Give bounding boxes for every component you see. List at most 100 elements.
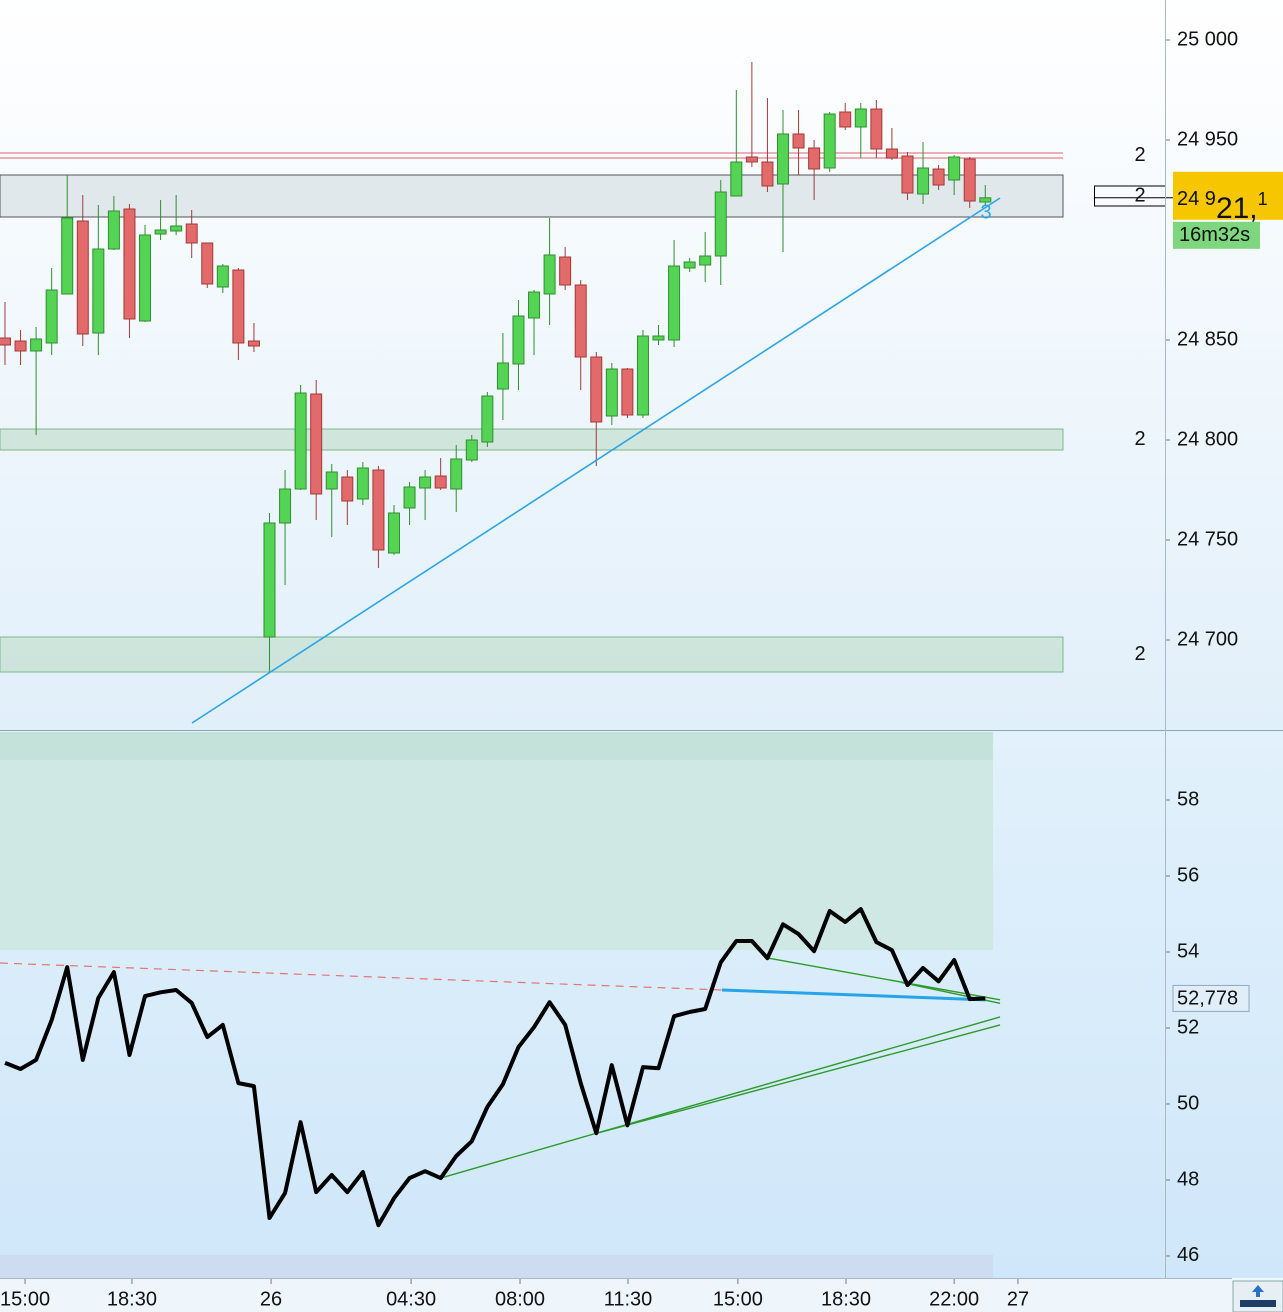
candle-body <box>512 315 525 365</box>
y-tick-label: 48 <box>1177 1168 1199 1190</box>
y-tick-label: 24 850 <box>1177 328 1238 350</box>
candle-body <box>0 337 11 346</box>
candle-body <box>232 269 245 344</box>
candle-body <box>714 191 727 257</box>
y-tick-label: 56 <box>1177 864 1199 886</box>
level-label: 2 <box>1134 144 1145 166</box>
candle-body <box>792 133 805 149</box>
candle-body <box>263 522 276 638</box>
candle-body <box>434 475 447 489</box>
candle-body <box>139 234 152 322</box>
time-axis-bg <box>0 1278 1283 1312</box>
candle-body <box>761 161 774 187</box>
candle-body <box>917 167 930 195</box>
scroll-button[interactable] <box>1232 1280 1283 1312</box>
last-value-box <box>1172 984 1250 1012</box>
y-tick-label: 24 750 <box>1177 528 1238 550</box>
last-price-part: 21, <box>1216 192 1258 225</box>
y-tick-label: 58 <box>1177 788 1199 810</box>
candle-body <box>948 156 961 181</box>
button-arrow <box>1252 1285 1264 1297</box>
last-value-label: 52,778 <box>1177 988 1238 1010</box>
candle-body <box>30 338 43 352</box>
x-tick-label: 04:30 <box>386 1288 436 1310</box>
last-price-part: 24 9 <box>1177 188 1216 210</box>
last-price-part: 1 <box>1258 189 1268 209</box>
candle-body <box>963 158 976 202</box>
indicator-band <box>0 732 994 761</box>
candle-body <box>543 254 556 295</box>
y-tick-label: 24 800 <box>1177 428 1238 450</box>
x-tick-label: 22:00 <box>929 1288 979 1310</box>
candle-body <box>854 108 867 128</box>
candle-body <box>636 335 649 416</box>
x-tick-label: 18:30 <box>107 1288 157 1310</box>
candle-body <box>279 488 292 524</box>
candle-body <box>387 512 400 554</box>
candle-body <box>201 242 214 285</box>
candle-body <box>652 335 665 341</box>
indicator-line <box>721 988 986 1002</box>
candle-body <box>823 113 836 169</box>
candle-body <box>310 393 323 495</box>
candle-body <box>247 340 260 347</box>
last-price-label: 24 921,1 <box>1177 188 1268 225</box>
candle-body <box>621 368 634 416</box>
indicator-band <box>0 732 994 951</box>
candle-body <box>450 458 463 490</box>
candle-body <box>45 289 58 344</box>
candle-body <box>465 439 478 461</box>
countdown: 16m32s <box>1179 224 1250 246</box>
button-dots <box>1240 1300 1276 1307</box>
x-tick-label: 08:00 <box>495 1288 545 1310</box>
x-tick-label: 26 <box>260 1288 282 1310</box>
candle-body <box>92 248 105 334</box>
candle-body <box>559 256 572 286</box>
candle-body <box>216 265 229 288</box>
candle-body <box>776 133 789 185</box>
candle-body <box>325 471 338 490</box>
x-tick-label: 18:30 <box>821 1288 871 1310</box>
x-tick-label: 11:30 <box>604 1288 653 1310</box>
candle-body <box>356 467 369 500</box>
candle-body <box>979 197 992 203</box>
candle-body <box>341 476 354 502</box>
candle-body <box>481 395 494 443</box>
candle-body <box>808 147 821 170</box>
last-price-box <box>1173 171 1283 220</box>
candle-body <box>745 156 758 163</box>
indicator-line <box>767 957 1001 1001</box>
indicator-line <box>440 1016 1001 1179</box>
zone-label: 2 <box>1134 184 1145 206</box>
candle-body <box>123 208 136 320</box>
candle-body <box>870 108 883 150</box>
indicator-line <box>0 962 723 991</box>
candle-body <box>294 392 307 490</box>
zone <box>0 636 1064 673</box>
candle-body <box>699 255 712 266</box>
trendline <box>191 197 1001 724</box>
y-tick-label: 54 <box>1177 940 1199 962</box>
candle-body <box>885 148 898 159</box>
candle-body <box>730 161 743 197</box>
zone <box>0 174 1064 218</box>
x-tick-label: 27 <box>1007 1288 1029 1310</box>
zone <box>0 428 1064 451</box>
y-tick-label: 24 700 <box>1177 628 1238 650</box>
candle-body <box>528 291 541 319</box>
candle-body <box>605 368 618 417</box>
candle-body <box>61 217 74 295</box>
candle-body <box>185 223 198 244</box>
candle-body <box>107 210 120 250</box>
candle-body <box>403 486 416 509</box>
candle-body <box>932 168 945 186</box>
candle-body <box>590 356 603 423</box>
candle-body <box>170 225 183 232</box>
candle-body <box>419 476 432 489</box>
x-tick-label: 15:00 <box>713 1288 763 1310</box>
y-tick-label: 52 <box>1177 1016 1199 1038</box>
candle-body <box>574 284 587 358</box>
candle-body <box>496 362 509 390</box>
candle-body <box>683 261 696 269</box>
